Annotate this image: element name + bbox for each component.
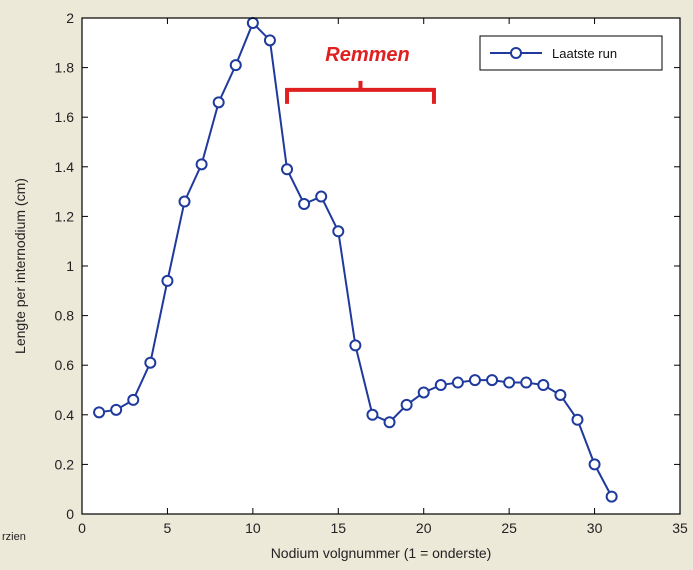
- data-point: [94, 407, 104, 417]
- x-tick-label: 35: [672, 520, 688, 536]
- data-point: [521, 378, 531, 388]
- x-tick-label: 5: [164, 520, 172, 536]
- data-point: [145, 358, 155, 368]
- y-tick-label: 1.8: [55, 60, 75, 76]
- y-tick-label: 0.2: [55, 456, 75, 472]
- data-point: [333, 226, 343, 236]
- legend-entry-laatste-run: Laatste run: [552, 46, 617, 61]
- y-tick-label: 2: [66, 10, 74, 26]
- x-tick-label: 0: [78, 520, 86, 536]
- data-point: [128, 395, 138, 405]
- legend-marker-sample: [511, 48, 521, 58]
- y-tick-label: 0: [66, 506, 74, 522]
- y-tick-label: 1: [66, 258, 74, 274]
- data-point: [197, 159, 207, 169]
- data-point: [367, 410, 377, 420]
- data-point: [350, 340, 360, 350]
- y-axis-label: Lengte per internodium (cm): [12, 178, 28, 354]
- data-point: [231, 60, 241, 70]
- data-point: [214, 97, 224, 107]
- data-point: [111, 405, 121, 415]
- legend: Laatste run: [480, 36, 662, 70]
- y-tick-label: 0.4: [55, 407, 75, 423]
- y-tick-label: 1.6: [55, 109, 75, 125]
- x-tick-label: 15: [330, 520, 346, 536]
- y-tick-label: 1.2: [55, 208, 75, 224]
- x-axis-label: Nodium volgnummer (1 = onderste): [271, 545, 492, 561]
- y-tick-label: 1.4: [55, 159, 75, 175]
- data-point: [590, 459, 600, 469]
- x-tick-label: 30: [587, 520, 603, 536]
- annotation-remmen-label: Remmen: [325, 44, 409, 66]
- data-point: [607, 492, 617, 502]
- data-point: [470, 375, 480, 385]
- x-tick-label: 10: [245, 520, 261, 536]
- x-tick-label: 25: [501, 520, 517, 536]
- y-tick-label: 0.8: [55, 308, 75, 324]
- data-point: [538, 380, 548, 390]
- data-point: [162, 276, 172, 286]
- data-point: [419, 387, 429, 397]
- data-point: [316, 192, 326, 202]
- data-point: [487, 375, 497, 385]
- data-point: [453, 378, 463, 388]
- plot-area: [82, 18, 680, 514]
- data-point: [180, 197, 190, 207]
- data-point: [282, 164, 292, 174]
- x-tick-label: 20: [416, 520, 432, 536]
- data-point: [299, 199, 309, 209]
- data-point: [248, 18, 258, 28]
- data-point: [572, 415, 582, 425]
- data-point: [555, 390, 565, 400]
- side-caption-fragment: rzien: [2, 531, 26, 543]
- data-point: [265, 35, 275, 45]
- y-tick-label: 0.6: [55, 357, 75, 373]
- data-point: [436, 380, 446, 390]
- data-point: [402, 400, 412, 410]
- data-point: [385, 417, 395, 427]
- data-point: [504, 378, 514, 388]
